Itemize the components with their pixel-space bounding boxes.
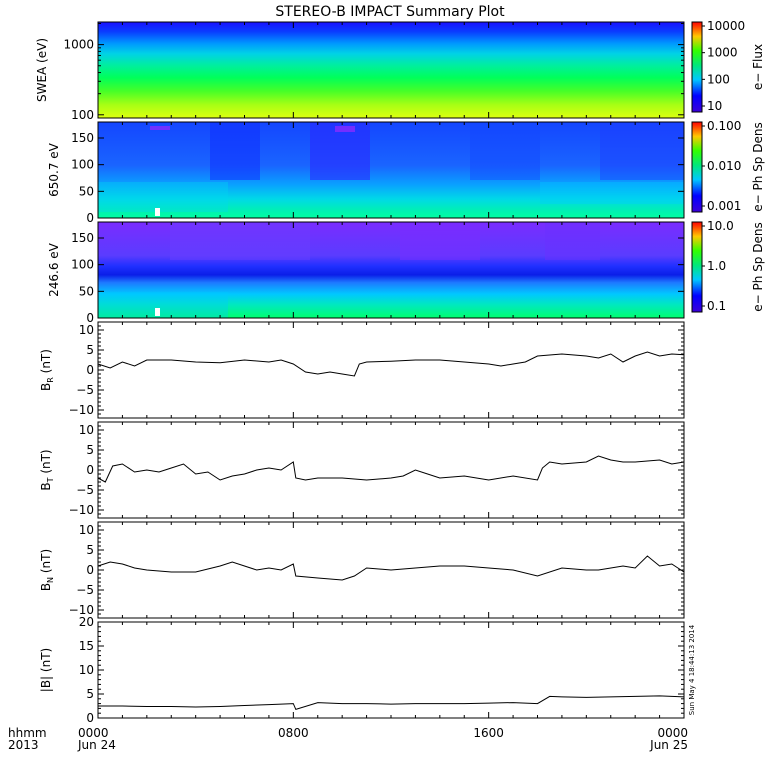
pad-650-band bbox=[150, 126, 170, 130]
colorbar-tick-label: 10.0 bbox=[707, 219, 734, 233]
pad-650-band bbox=[210, 122, 260, 180]
colorbar-tick-label: 0.001 bbox=[707, 199, 741, 213]
colorbar-tick-label: 0.1 bbox=[707, 299, 726, 313]
colorbar-1 bbox=[691, 21, 703, 113]
swea-ylabel: SWEA (eV) bbox=[35, 38, 49, 102]
colorbar-tick-label: 0.010 bbox=[707, 159, 741, 173]
series-line-4 bbox=[98, 695, 685, 711]
y-tick-label: −5 bbox=[76, 383, 94, 397]
colorbar-tick-label: 1000 bbox=[707, 46, 738, 60]
colorbar-label: e− Ph Sp Dens bbox=[751, 122, 765, 211]
pad-650-band bbox=[470, 122, 540, 180]
pad-246-band bbox=[170, 222, 310, 260]
data-gap bbox=[155, 208, 160, 216]
pad-650-spectrogram bbox=[98, 122, 684, 218]
colorbar-3 bbox=[691, 221, 703, 313]
y-tick-label: 0 bbox=[86, 711, 94, 725]
y-tick-label: 10 bbox=[79, 663, 94, 677]
colorbar-tick-label: 10 bbox=[707, 99, 722, 113]
y-tick-label: 0 bbox=[86, 563, 94, 577]
y-tick-label: 100 bbox=[71, 158, 94, 172]
ylabel-main: B bbox=[39, 383, 53, 391]
y-tick-label: 10 bbox=[79, 523, 94, 537]
pad-650-band bbox=[335, 126, 355, 132]
y-tick-label: 1000 bbox=[63, 38, 94, 52]
pad-650-band bbox=[600, 122, 684, 180]
y-tick-label: −5 bbox=[76, 483, 94, 497]
y-tick-label: 0 bbox=[86, 311, 94, 325]
ylabel-unit: (nT) bbox=[39, 549, 53, 577]
panel-frame bbox=[97, 321, 685, 419]
y-tick-label: 20 bbox=[79, 615, 94, 629]
y-tick-label: 15 bbox=[79, 639, 94, 653]
colorbar-label: e− Ph Sp Dens bbox=[751, 222, 765, 311]
pad-650-band bbox=[540, 182, 684, 204]
y-tick-label: 0 bbox=[86, 363, 94, 377]
pad-246-ylabel: 246.6 eV bbox=[47, 242, 61, 297]
ylabel-unit: (nT) bbox=[39, 349, 53, 377]
y-tick-label: 50 bbox=[79, 184, 94, 198]
ylabel-main: |B| (nT) bbox=[39, 648, 53, 692]
y-tick-label: 5 bbox=[86, 687, 94, 701]
x-axis-year-label: 2013 bbox=[8, 738, 39, 752]
x-axis-start-date: Jun 24 bbox=[77, 738, 116, 752]
series-line-2 bbox=[97, 455, 685, 483]
y-tick-label: 10 bbox=[79, 423, 94, 437]
series-line-3 bbox=[97, 555, 685, 581]
series-line-1 bbox=[97, 351, 685, 377]
y-tick-label: −5 bbox=[76, 583, 94, 597]
y-tick-label: −10 bbox=[69, 503, 94, 517]
colorbar-tick-label: 10000 bbox=[707, 19, 745, 33]
colorbar-tick-label: 100 bbox=[707, 72, 730, 86]
plot-title: STEREO-B IMPACT Summary Plot bbox=[275, 4, 505, 20]
x-tick-label: 0000 bbox=[78, 726, 109, 740]
ylabel-main: B bbox=[39, 583, 53, 591]
y-tick-label: 100 bbox=[71, 108, 94, 122]
line-panel-ylabel: BN (nT) bbox=[39, 549, 55, 591]
x-axis-hhmm-label: hhmm bbox=[8, 726, 47, 740]
line-panel-ylabel: |B| (nT) bbox=[39, 648, 53, 692]
data-gap bbox=[155, 308, 160, 316]
ylabel-unit: (nT) bbox=[39, 449, 53, 477]
colorbar-tick-label: 0.100 bbox=[707, 119, 741, 133]
y-tick-label: 0 bbox=[86, 211, 94, 225]
pad-246-band bbox=[545, 222, 600, 260]
x-tick-label: 0000 bbox=[657, 726, 688, 740]
y-tick-label: 150 bbox=[71, 231, 94, 245]
ylabel-main: B bbox=[39, 482, 53, 490]
y-tick-label: 150 bbox=[71, 131, 94, 145]
y-tick-label: 50 bbox=[79, 284, 94, 298]
y-tick-label: 100 bbox=[71, 258, 94, 272]
y-tick-label: 5 bbox=[86, 543, 94, 557]
x-axis-end-date: Jun 25 bbox=[649, 738, 688, 752]
y-tick-label: 5 bbox=[86, 443, 94, 457]
x-tick-label: 1600 bbox=[473, 726, 504, 740]
pad-246-band bbox=[98, 292, 228, 318]
pad-650-ylabel: 650.7 eV bbox=[47, 142, 61, 197]
ylabel-subscript: N bbox=[46, 577, 55, 583]
pad-246-band bbox=[400, 222, 480, 260]
y-tick-label: −10 bbox=[69, 603, 94, 617]
y-tick-label: −10 bbox=[69, 403, 94, 417]
pad-650-band bbox=[98, 182, 228, 212]
y-tick-label: 10 bbox=[79, 323, 94, 337]
line-panel-ylabel: BT (nT) bbox=[39, 449, 55, 490]
colorbar-2 bbox=[691, 121, 703, 213]
ylabel-subscript: T bbox=[46, 477, 55, 483]
panel-frame bbox=[97, 421, 685, 519]
line-panel-ylabel: BR (nT) bbox=[39, 349, 55, 391]
colorbar-label: e− Flux bbox=[751, 44, 765, 90]
colorbar-tick-label: 1.0 bbox=[707, 259, 726, 273]
ylabel-subscript: R bbox=[46, 377, 55, 383]
y-tick-label: 5 bbox=[86, 343, 94, 357]
y-tick-label: 0 bbox=[86, 463, 94, 477]
swea-spectrogram bbox=[98, 22, 684, 118]
x-tick-label: 0800 bbox=[278, 726, 309, 740]
generation-timestamp: Sun May 4 18:44:13 2014 bbox=[688, 624, 696, 715]
